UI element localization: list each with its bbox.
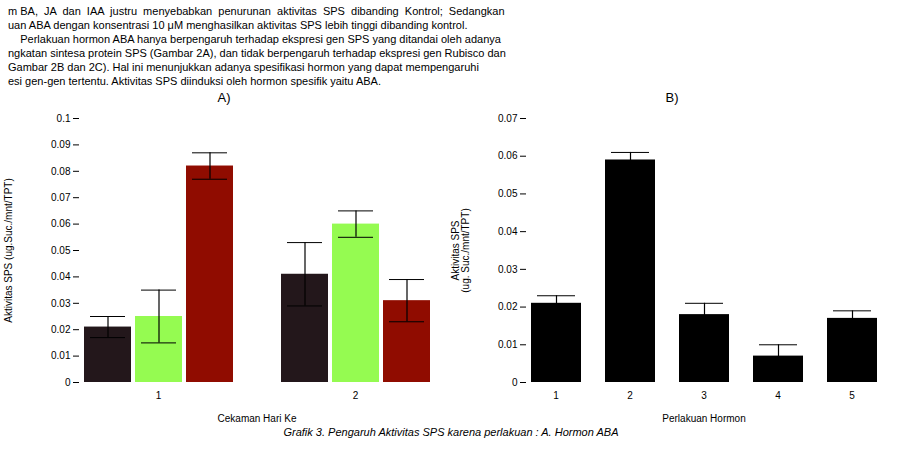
html-text:A): A) — [217, 90, 231, 105]
html-text:B): B) — [665, 90, 679, 105]
svg-text:Aktivitas SPS(ug. Suc./mnt/TPT: Aktivitas SPS(ug. Suc./mnt/TPT) — [450, 208, 471, 292]
html-text:esi gen-gen tertentu. Aktivita: esi gen-gen tertentu. Aktivitas SPS diin… — [8, 75, 381, 87]
svg-text:2: 2 — [353, 390, 359, 401]
svg-text:0.04: 0.04 — [51, 271, 71, 282]
svg-text:0.03: 0.03 — [498, 264, 518, 275]
html-text:Gambar 2B dan 2C). Hal ini men: Gambar 2B dan 2C). Hal ini menunjukkan a… — [8, 61, 479, 73]
svg-text:4: 4 — [775, 390, 781, 401]
svg-text:Aktivitas SPS (ug.Suc./mnt/TPT: Aktivitas SPS (ug.Suc./mnt/TPT) — [3, 178, 14, 322]
svg-text:0.05: 0.05 — [51, 245, 71, 256]
svg-text:0.02: 0.02 — [51, 324, 71, 335]
html-text:Grafik 3. Pengaruh Aktivitas S: Grafik 3. Pengaruh Aktivitas SPS karena … — [283, 426, 619, 438]
svg-text:0.02: 0.02 — [498, 301, 518, 312]
svg-text:0.04: 0.04 — [498, 226, 518, 237]
svg-text:0.06: 0.06 — [498, 150, 518, 161]
svg-text:Perlakuan Hormon: Perlakuan Hormon — [662, 413, 745, 424]
svg-text:0: 0 — [65, 377, 71, 388]
svg-text:5: 5 — [849, 390, 855, 401]
svg-text:0.1: 0.1 — [57, 113, 71, 124]
svg-text:0.05: 0.05 — [498, 188, 518, 199]
html-text:Perlakuan hormon ABA hanya ber: Perlakuan hormon ABA hanya berpengaruh t… — [8, 33, 501, 45]
svg-text:2: 2 — [627, 390, 633, 401]
svg-text:0.01: 0.01 — [498, 339, 518, 350]
html-text:m BA, JA dan IAA justru menyeb: m BA, JA dan IAA justru menyebabkan penu… — [8, 5, 505, 17]
svg-text:0.08: 0.08 — [51, 166, 71, 177]
svg-text:0.06: 0.06 — [51, 218, 71, 229]
html-text:uan ABA dengan konsentrasi 10: uan ABA dengan konsentrasi 10 μM menghas… — [8, 19, 468, 31]
svg-text:0.01: 0.01 — [51, 350, 71, 361]
svg-text:0.03: 0.03 — [51, 298, 71, 309]
svg-text:0.07: 0.07 — [498, 113, 518, 124]
svg-text:0: 0 — [512, 377, 518, 388]
svg-text:0.07: 0.07 — [51, 192, 71, 203]
svg-text:3: 3 — [701, 390, 707, 401]
svg-text:1: 1 — [553, 390, 559, 401]
svg-text:1: 1 — [156, 390, 162, 401]
svg-text:Cekaman Hari Ke: Cekaman Hari Ke — [218, 413, 297, 424]
svg-text:0.09: 0.09 — [51, 139, 71, 150]
html-text:ngkatan sintesa protein SPS (G: ngkatan sintesa protein SPS (Gambar 2A),… — [8, 47, 506, 59]
